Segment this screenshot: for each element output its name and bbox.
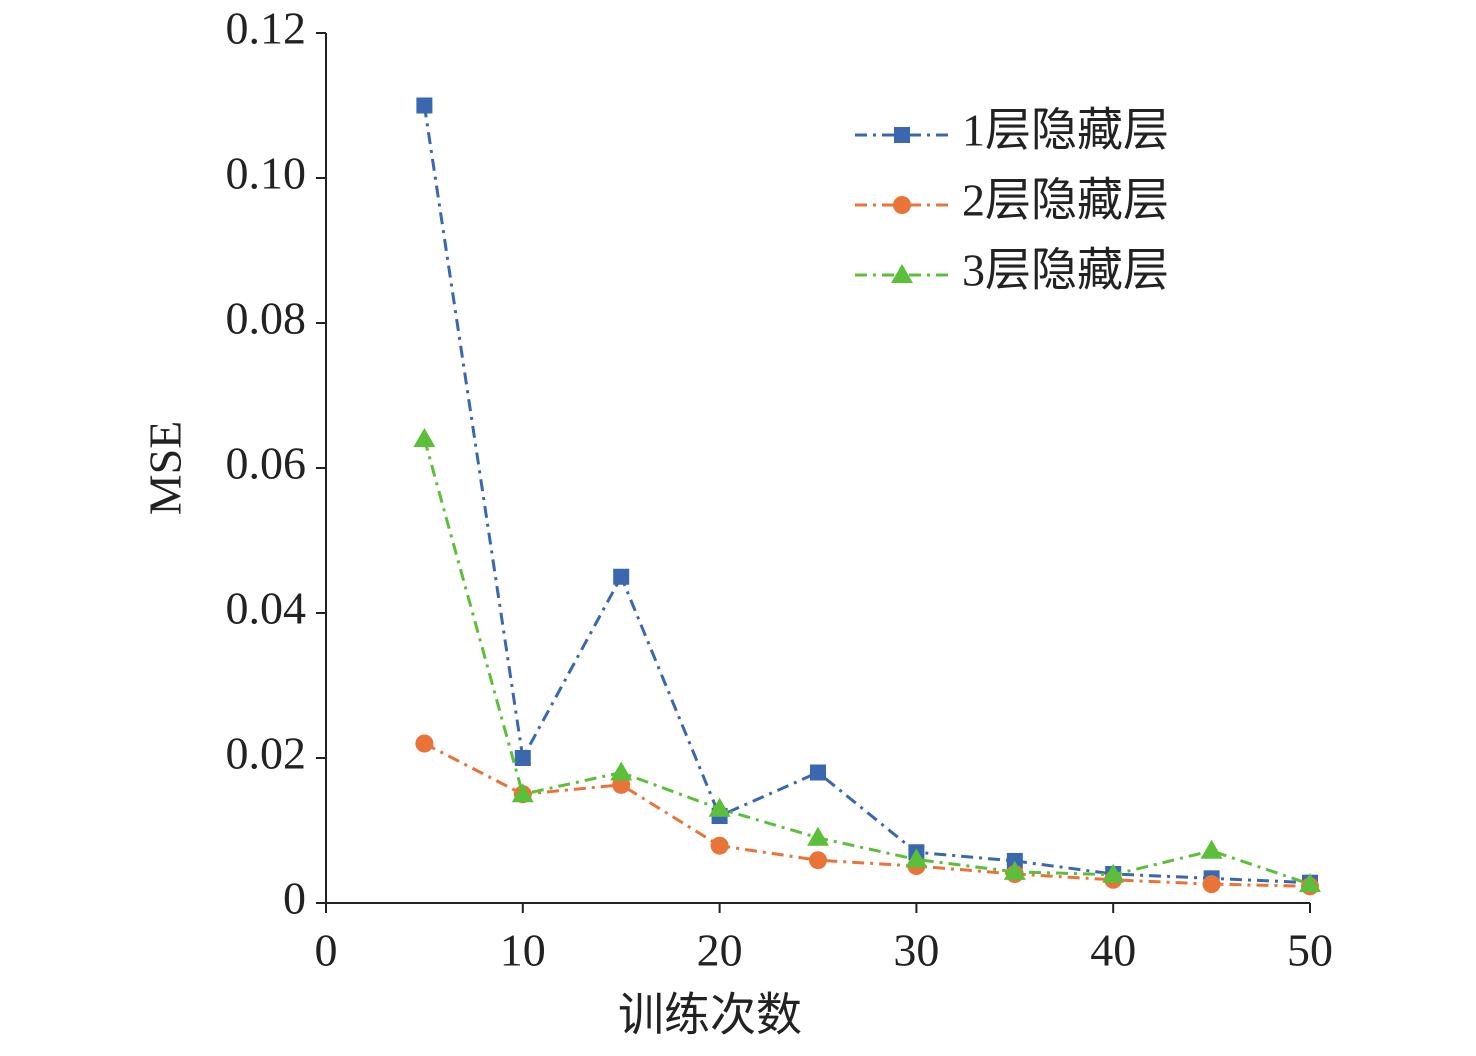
legend-label: 1层隐藏层 bbox=[962, 105, 1169, 156]
marker bbox=[416, 97, 433, 114]
x-tick-label: 20 bbox=[697, 925, 743, 976]
marker bbox=[613, 568, 630, 585]
marker bbox=[1299, 873, 1321, 893]
y-tick-label: 0.10 bbox=[226, 148, 307, 199]
line bbox=[422, 438, 1311, 886]
y-tick-label: 0.02 bbox=[226, 728, 307, 779]
marker bbox=[1003, 860, 1026, 880]
x-tick-label: 40 bbox=[1090, 925, 1136, 976]
marker bbox=[807, 826, 829, 846]
legend-marker bbox=[894, 127, 910, 143]
legend-marker bbox=[891, 264, 913, 283]
x-tick-label: 30 bbox=[893, 925, 939, 976]
marker bbox=[610, 761, 633, 781]
y-tick-label: 0.08 bbox=[226, 293, 307, 344]
y-tick-label: 0.12 bbox=[226, 3, 307, 54]
marker bbox=[415, 734, 434, 753]
line bbox=[423, 742, 1311, 888]
y-tick-label: 0.04 bbox=[226, 583, 307, 634]
marker bbox=[710, 836, 729, 855]
legend-label: 2层隐藏层 bbox=[962, 175, 1169, 226]
x-tick-label: 50 bbox=[1287, 925, 1333, 976]
x-axis-title: 训练次数 bbox=[618, 990, 802, 1041]
x-tick-label: 0 bbox=[315, 925, 338, 976]
marker bbox=[708, 797, 731, 817]
y-axis-title: MSE bbox=[140, 421, 191, 516]
marker bbox=[514, 750, 531, 766]
marker bbox=[1200, 839, 1223, 859]
legend-marker bbox=[893, 196, 911, 214]
y-tick-label: 0.06 bbox=[226, 438, 307, 489]
legend-label: 3层隐藏层 bbox=[962, 245, 1169, 296]
x-tick-label: 10 bbox=[500, 925, 546, 976]
marker bbox=[1202, 875, 1221, 894]
marker bbox=[511, 783, 534, 803]
y-tick-label: 0 bbox=[283, 873, 306, 924]
marker bbox=[810, 764, 826, 781]
marker bbox=[905, 848, 928, 868]
marker bbox=[1102, 863, 1125, 883]
line bbox=[422, 105, 1311, 885]
marker bbox=[413, 428, 436, 447]
marker bbox=[809, 851, 827, 870]
